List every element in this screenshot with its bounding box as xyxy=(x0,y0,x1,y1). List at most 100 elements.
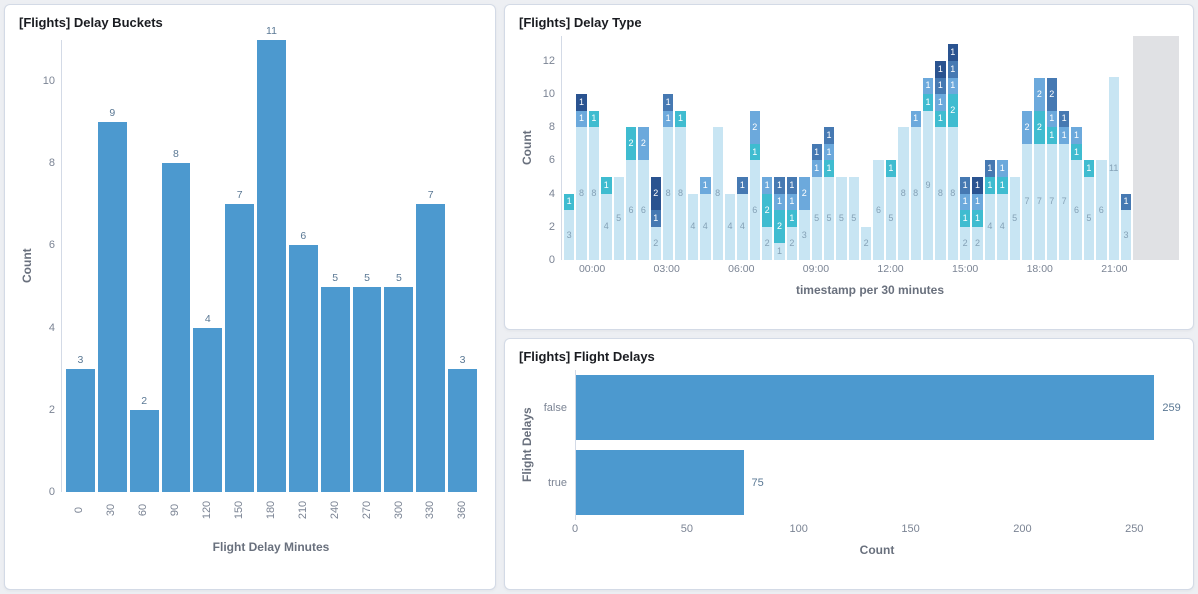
stacked-bar[interactable]: 6 xyxy=(873,160,884,260)
delay-type-segment[interactable]: 1 xyxy=(1046,110,1057,128)
delay-type-segment[interactable]: 2 xyxy=(799,177,810,211)
delay-type-segment[interactable]: 3 xyxy=(799,210,810,260)
delay-bucket-bar[interactable] xyxy=(384,286,414,492)
delay-type-segment[interactable]: 4 xyxy=(601,193,612,260)
delay-type-segment[interactable]: 1 xyxy=(737,177,748,194)
delay-type-segment[interactable]: 1 xyxy=(774,243,785,260)
delay-type-segment[interactable]: 6 xyxy=(638,160,649,260)
delay-type-segment[interactable]: 1 xyxy=(811,160,822,178)
delay-type-segment[interactable]: 1 xyxy=(823,160,835,178)
delay-type-segment[interactable]: 2 xyxy=(947,94,958,128)
delay-type-segment[interactable]: 2 xyxy=(1046,77,1057,111)
delay-type-segment[interactable]: 1 xyxy=(935,94,946,111)
delay-bucket-bar[interactable] xyxy=(416,204,446,492)
delay-type-segment[interactable]: 1 xyxy=(1059,127,1070,144)
delay-type-segment[interactable]: 9 xyxy=(922,110,934,260)
delay-type-segment[interactable]: 2 xyxy=(861,226,872,260)
delay-type-segment[interactable]: 5 xyxy=(613,177,624,260)
delay-type-segment[interactable]: 2 xyxy=(1034,110,1045,144)
delay-type-segment[interactable]: 2 xyxy=(786,226,798,260)
delay-type-segment[interactable]: 1 xyxy=(935,60,946,78)
delay-type-segment[interactable]: 1 xyxy=(576,94,587,111)
delay-type-segment[interactable]: 1 xyxy=(922,77,934,95)
delay-type-segment[interactable]: 8 xyxy=(663,127,674,260)
delay-type-segment[interactable]: 1 xyxy=(1059,110,1070,128)
delay-type-segment[interactable]: 4 xyxy=(700,193,711,260)
delay-type-segment[interactable]: 1 xyxy=(1046,127,1057,144)
delay-type-segment[interactable]: 1 xyxy=(997,177,1008,194)
delay-type-segment[interactable]: 8 xyxy=(712,127,723,260)
delay-bucket-bar[interactable] xyxy=(66,368,95,492)
delay-type-segment[interactable]: 5 xyxy=(823,177,835,260)
delay-type-segment[interactable]: 1 xyxy=(910,110,921,128)
delay-type-segment[interactable]: 6 xyxy=(749,160,760,260)
delay-type-segment[interactable]: 2 xyxy=(650,226,661,260)
delay-type-segment[interactable]: 1 xyxy=(774,193,785,211)
flight-delay-bar[interactable] xyxy=(576,450,744,515)
delay-type-segment[interactable]: 8 xyxy=(675,127,686,260)
delay-type-segment[interactable]: 1 xyxy=(972,210,983,227)
delay-type-segment[interactable]: 6 xyxy=(1096,160,1107,260)
delay-type-segment[interactable]: 1 xyxy=(588,110,600,128)
delay-type-segment[interactable]: 1 xyxy=(786,177,798,194)
delay-type-segment[interactable]: 1 xyxy=(576,110,587,128)
delay-type-segment[interactable]: 6 xyxy=(625,160,637,260)
delay-bucket-bar[interactable] xyxy=(193,327,223,492)
delay-type-segment[interactable]: 5 xyxy=(836,177,847,260)
delay-type-segment[interactable]: 1 xyxy=(1083,160,1095,178)
delay-type-segment[interactable]: 2 xyxy=(774,210,785,244)
delay-type-segment[interactable]: 1 xyxy=(997,160,1008,178)
stacked-bar[interactable]: 5 xyxy=(613,177,624,260)
delay-type-segment[interactable]: 5 xyxy=(1083,177,1095,260)
delay-type-segment[interactable]: 4 xyxy=(724,193,736,260)
delay-type-segment[interactable]: 6 xyxy=(873,160,884,260)
delay-type-segment[interactable]: 1 xyxy=(935,77,946,95)
delay-type-segment[interactable]: 1 xyxy=(935,110,946,128)
delay-type-segment[interactable]: 7 xyxy=(1021,143,1033,260)
stacked-bar[interactable]: 8 xyxy=(898,127,909,260)
delay-type-segment[interactable]: 5 xyxy=(1009,177,1020,260)
delay-type-segment[interactable]: 1 xyxy=(650,210,661,227)
delay-type-segment[interactable]: 1 xyxy=(663,94,674,111)
delay-type-segment[interactable]: 8 xyxy=(576,127,587,260)
delay-type-segment[interactable]: 7 xyxy=(1034,143,1045,260)
delay-type-segment[interactable]: 4 xyxy=(687,193,699,260)
delay-type-segment[interactable]: 1 xyxy=(786,210,798,227)
delay-bucket-bar[interactable] xyxy=(129,409,159,492)
delay-type-segment[interactable]: 8 xyxy=(947,127,958,260)
delay-type-segment[interactable]: 1 xyxy=(960,210,971,227)
delay-type-segment[interactable]: 1 xyxy=(823,143,835,161)
stacked-bar[interactable]: 6 xyxy=(1096,160,1107,260)
delay-type-segment[interactable]: 2 xyxy=(960,226,971,260)
delay-type-segment[interactable]: 2 xyxy=(762,226,773,260)
stacked-bar[interactable]: 11 xyxy=(1108,77,1119,260)
delay-type-segment[interactable]: 1 xyxy=(1071,143,1082,161)
delay-type-segment[interactable]: 8 xyxy=(588,127,600,260)
delay-type-segment[interactable]: 4 xyxy=(997,193,1008,260)
delay-type-segment[interactable]: 1 xyxy=(663,110,674,128)
delay-type-segment[interactable]: 1 xyxy=(984,160,996,178)
stacked-bar[interactable]: 2 xyxy=(861,226,872,260)
stacked-bar[interactable]: 5 xyxy=(848,177,859,260)
delay-bucket-bar[interactable] xyxy=(288,245,318,492)
stacked-bar[interactable]: 4 xyxy=(687,193,699,260)
delay-type-segment[interactable]: 2 xyxy=(972,226,983,260)
